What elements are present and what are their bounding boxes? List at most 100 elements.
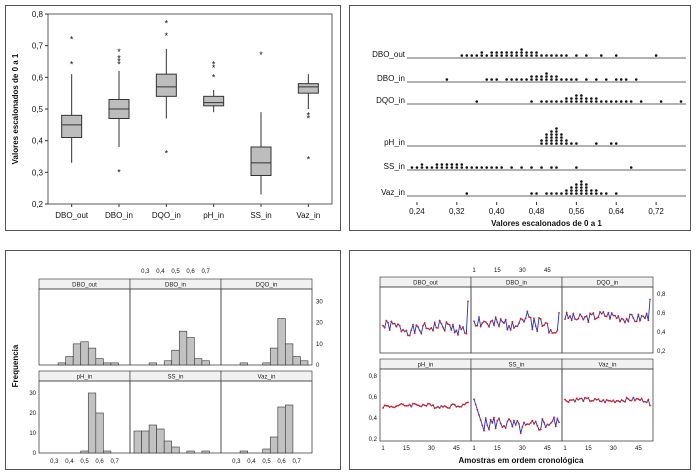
- series-point-Vaz_in: [614, 401, 616, 404]
- series-point-DBO_out: [385, 319, 388, 322]
- dot-Vaz_in: [580, 183, 583, 186]
- dot-Vaz_in: [580, 189, 583, 192]
- outlier-DBO_out: *: [70, 60, 74, 70]
- series-point-Vaz_in: [637, 398, 640, 400]
- dot-Vaz_in: [570, 192, 573, 195]
- hist-bar-Vaz_in: [285, 404, 294, 454]
- dot-SS_in: [500, 166, 503, 169]
- series-point-Vaz_in: [644, 400, 646, 403]
- strip-label-pH_in: pH_in: [77, 375, 93, 381]
- hist-bar-SS_in: [163, 440, 173, 454]
- series-point-pH_in: [465, 401, 468, 404]
- outlier-DBO_in: *: [117, 53, 121, 63]
- dot-Vaz_in: [595, 192, 598, 195]
- series-point-DBO_out: [442, 326, 444, 329]
- series-point-DQO_in: [597, 316, 600, 319]
- series-point-Vaz_in: [569, 399, 571, 401]
- panel-frame: [561, 368, 654, 442]
- dot-DQO_in: [659, 100, 663, 103]
- dot-DBO_out: [535, 54, 538, 57]
- series-point-pH_in: [437, 405, 439, 408]
- series-point-Vaz_in: [577, 398, 580, 401]
- series-point-DBO_in: [493, 324, 495, 327]
- series-point-DBO_out: [388, 329, 391, 332]
- boxplot-panel: 0,2 0,3 0,4 0,5 0,6 0,7 0,8 Valores escalonados…: [5, 5, 341, 231]
- x-axis-label: Valores escalonados de 0 a 1: [491, 219, 602, 228]
- series-point-Vaz_in: [599, 400, 601, 403]
- dot-pH_in: [540, 139, 543, 142]
- dot-DBO_out: [480, 54, 484, 57]
- strip-label-DBO_in: DBO_in: [165, 283, 186, 289]
- dot-Vaz_in: [575, 186, 578, 189]
- dot-Vaz_in: [590, 192, 593, 195]
- y-tick-label-left: 20: [29, 411, 36, 417]
- strip-label-pH_in: pH_in: [418, 363, 434, 369]
- strip-label-SS_in: SS_in: [508, 363, 524, 369]
- dot-DBO_out: [560, 54, 563, 57]
- series-point-DBO_in: [529, 316, 532, 319]
- series-point-DBO_in: [504, 318, 507, 321]
- dot-DQO_in: [679, 100, 683, 103]
- series-point-DQO_in: [617, 315, 620, 317]
- series-point-DQO_in: [589, 312, 591, 315]
- y-tick-label-left: 0,4: [369, 416, 378, 422]
- series-line-DBO_out: [382, 301, 469, 337]
- dot-DBO_out: [470, 54, 474, 57]
- series-point-SS_in: [533, 422, 535, 425]
- series-point-Vaz_in: [600, 400, 603, 403]
- series-point-DBO_in: [524, 317, 527, 320]
- dot-DBO_out: [485, 54, 489, 57]
- dot-SS_in: [450, 166, 454, 169]
- series-point-DQO_in: [575, 318, 578, 321]
- series-point-Vaz_in: [590, 400, 593, 402]
- series-point-Vaz_in: [595, 398, 598, 401]
- series-point-SS_in: [558, 421, 560, 424]
- hist-bar-DBO_in: [186, 337, 195, 366]
- series-point-pH_in: [395, 405, 398, 408]
- series-point-pH_in: [420, 405, 423, 408]
- series-point-DQO_in: [615, 317, 618, 320]
- series-point-SS_in: [516, 419, 519, 422]
- dot-DBO_in: [545, 78, 548, 81]
- dot-DQO_in: [575, 100, 578, 103]
- series-point-pH_in: [435, 406, 438, 409]
- series-point-SS_in: [509, 420, 512, 422]
- strip-label-DBO_in: DBO_in: [506, 281, 527, 287]
- y-tick-label-right: 20: [316, 321, 323, 327]
- series-point-pH_in: [417, 404, 419, 407]
- dot-SS_in: [555, 166, 558, 169]
- x-tick-label-bottom: 0,7: [293, 459, 302, 465]
- dot-DQO_in: [475, 100, 479, 103]
- dot-SS_in: [629, 166, 633, 169]
- series-point-DBO_in: [534, 325, 537, 328]
- series-point-SS_in: [518, 423, 520, 425]
- dot-SS_in: [520, 166, 523, 169]
- series-point-Vaz_in: [585, 397, 588, 400]
- series-point-DBO_out: [400, 330, 403, 333]
- series-point-DBO_out: [462, 325, 464, 328]
- series-point-DBO_in: [486, 322, 489, 325]
- series-point-DBO_in: [491, 319, 494, 322]
- series-point-Vaz_in: [622, 400, 625, 402]
- series-point-SS_in: [549, 422, 552, 425]
- series-point-DBO_out: [395, 325, 398, 328]
- hist-bar-pH_in: [95, 412, 104, 454]
- series-point-DBO_out: [435, 326, 438, 329]
- outlier-DBO_out: *: [70, 34, 74, 44]
- series-point-DBO_out: [422, 324, 424, 327]
- dot-SS_in: [510, 166, 513, 169]
- dot-pH_in: [545, 136, 548, 139]
- series-point-DBO_in: [536, 330, 539, 333]
- series-point-DBO_in: [546, 322, 549, 325]
- hist-bar-DQO_in: [285, 343, 294, 366]
- series-point-SS_in: [474, 403, 477, 406]
- dot-SS_in: [460, 166, 464, 169]
- series-point-DBO_in: [516, 325, 519, 328]
- series-point-pH_in: [400, 402, 403, 405]
- series-point-DQO_in: [642, 315, 645, 318]
- dotplot-panel: DBO_out DBO_in DQO_in pH_in SS_in Vaz_in 0,24 0…: [349, 5, 691, 231]
- dot-pH_in: [555, 133, 558, 136]
- series-point-SS_in: [491, 422, 494, 424]
- hist-bar-Vaz_in: [239, 450, 248, 454]
- y-tick-label-left: 0,6: [369, 395, 378, 401]
